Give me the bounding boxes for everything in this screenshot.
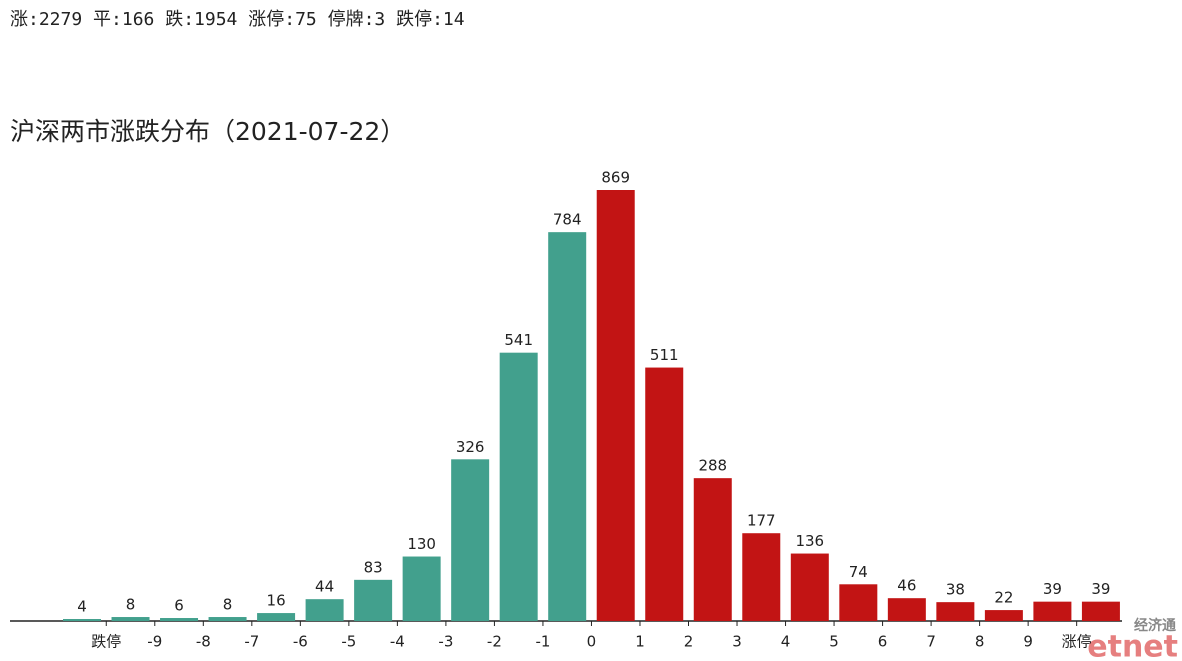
x-tick-label: -5 — [341, 633, 356, 651]
bar — [790, 553, 829, 621]
x-tick-label: 7 — [926, 633, 936, 651]
x-tick-label: -9 — [147, 633, 162, 651]
value-label: 8 — [126, 596, 136, 614]
x-tick-label: -4 — [390, 633, 405, 651]
value-label: 288 — [698, 457, 727, 475]
bar — [839, 584, 878, 621]
value-label: 6 — [174, 597, 184, 615]
x-tick-label: 跌停 — [91, 633, 121, 651]
x-tick-label: 9 — [1023, 633, 1033, 651]
value-label: 46 — [897, 577, 916, 595]
bar — [499, 352, 538, 621]
x-tick-label: 3 — [732, 633, 742, 651]
chart-title: 沪深两市涨跌分布（2021-07-22） — [10, 117, 405, 146]
x-tick-label: 6 — [878, 633, 888, 651]
bar — [1033, 601, 1072, 621]
summary: 涨:2279 平:166 跌:1954 涨停:75 停牌:3 跌停:14 — [10, 9, 465, 30]
value-label: 326 — [456, 438, 485, 456]
x-tick-label: 8 — [975, 633, 985, 651]
value-label: 784 — [553, 211, 582, 229]
x-tick-label: -3 — [438, 633, 453, 651]
bar — [354, 579, 393, 621]
value-label: 22 — [994, 589, 1013, 607]
value-label: 177 — [747, 512, 776, 530]
bar — [936, 602, 975, 621]
value-label: 541 — [504, 331, 533, 349]
x-tick-label: -6 — [293, 633, 308, 651]
x-tick-label: -7 — [244, 633, 259, 651]
bar — [402, 556, 441, 621]
x-tick-label: 1 — [635, 633, 645, 651]
bar — [111, 617, 150, 621]
value-label: 44 — [315, 578, 334, 596]
bar — [596, 190, 635, 621]
bar — [160, 618, 199, 621]
value-label: 39 — [1043, 580, 1062, 598]
value-label: 39 — [1091, 580, 1110, 598]
x-tick-label: -1 — [535, 633, 550, 651]
value-label: 869 — [601, 169, 630, 187]
value-label: 4 — [77, 598, 87, 616]
bar — [693, 478, 732, 621]
bar — [63, 619, 101, 621]
watermark: 经济通 — [1134, 617, 1176, 634]
bar — [305, 599, 344, 621]
bar — [257, 613, 296, 621]
bar — [742, 533, 781, 621]
x-tick-label: -8 — [196, 633, 211, 651]
value-label: 511 — [650, 346, 679, 364]
x-tick-label: 4 — [781, 633, 791, 651]
value-label: 74 — [849, 563, 868, 581]
x-tick-label: 5 — [829, 633, 839, 651]
bar — [451, 459, 490, 621]
x-tick-label: 涨停 — [1062, 633, 1092, 651]
bar — [1081, 601, 1120, 621]
value-label: 38 — [946, 581, 965, 599]
x-tick-label: 0 — [587, 633, 597, 651]
value-label: 83 — [364, 558, 383, 576]
bar — [984, 610, 1023, 621]
x-tick-label: 2 — [684, 633, 694, 651]
value-label: 8 — [223, 596, 233, 614]
bar — [887, 598, 926, 621]
watermark-logo: etnet — [1087, 630, 1178, 661]
value-label: 130 — [407, 535, 436, 553]
bar — [208, 617, 247, 621]
value-label: 136 — [795, 532, 824, 550]
x-tick-label: -2 — [487, 633, 502, 651]
bar — [645, 367, 684, 621]
bar — [548, 232, 587, 621]
value-label: 16 — [267, 592, 286, 610]
